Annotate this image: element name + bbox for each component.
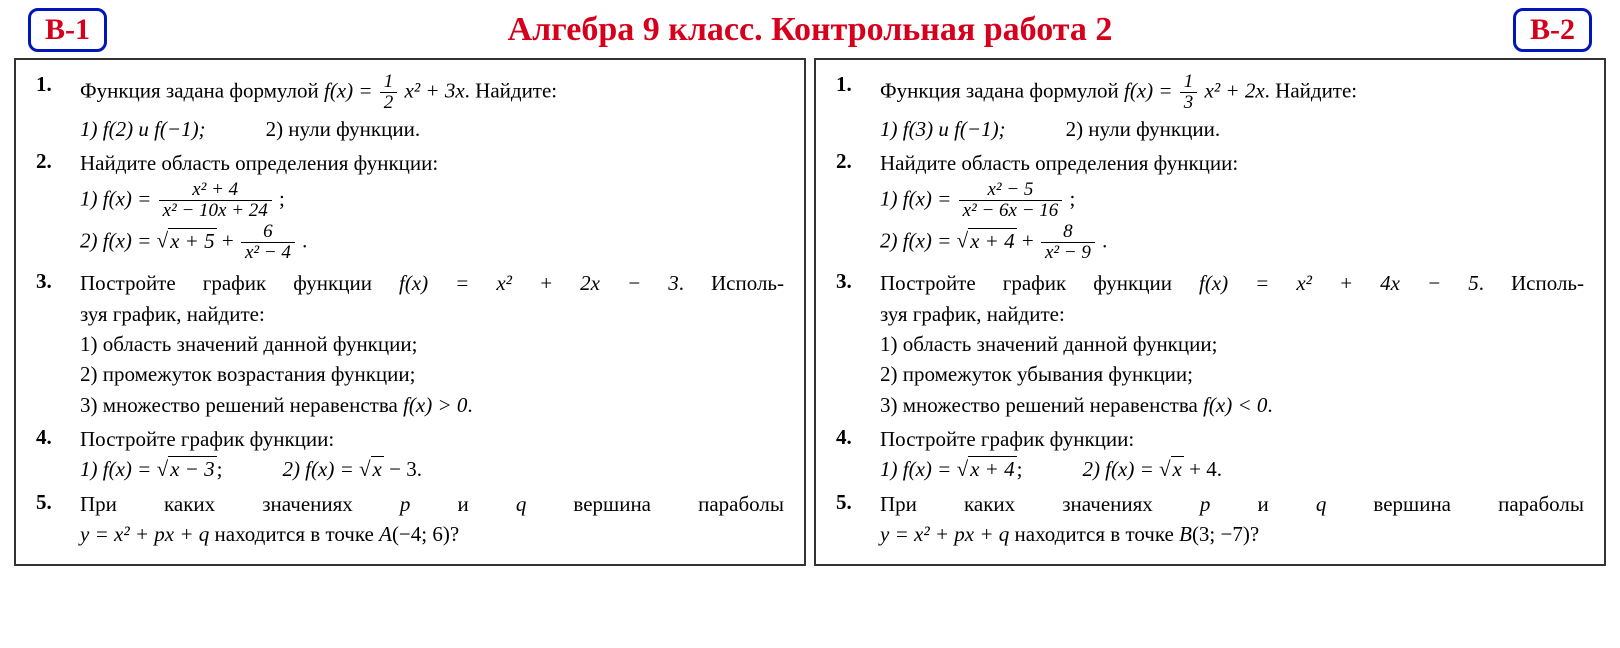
variant-badge-left: В-1 xyxy=(28,8,107,52)
plus: + xyxy=(1022,229,1039,253)
fraction: x² − 5 x² − 6x − 16 xyxy=(959,180,1063,221)
task-4: 4. Постройте график функции: 1) f(x) = √… xyxy=(36,423,784,486)
subtask-text: 1) f(2) и f(−1); xyxy=(80,115,206,143)
task-text: При каких значениях p и q вершина парабо… xyxy=(80,492,784,516)
formula: f(x) = xyxy=(324,78,378,102)
task-text: y = x² + px + q находится в точке B(3; −… xyxy=(880,522,1259,546)
fraction: 6 x² − 4 xyxy=(241,222,295,263)
punct: . xyxy=(302,229,307,253)
task-number: 2. xyxy=(36,147,80,265)
task-text: При каких значениях p и q вершина парабо… xyxy=(880,492,1584,516)
task-number: 4. xyxy=(836,423,880,486)
sqrt: √x + 5 xyxy=(157,228,217,253)
formula-part: x² + 2x xyxy=(1205,78,1265,102)
subtask-text: 1) область значений данной функции; xyxy=(80,330,784,358)
punct: . xyxy=(1102,229,1107,253)
task-text: Постройте график функции: xyxy=(80,425,784,453)
task-number: 5. xyxy=(36,488,80,551)
variant-badge-right: В-2 xyxy=(1513,8,1592,52)
task-number: 3. xyxy=(836,267,880,421)
subtask-text: 3) множество решений неравенства f(x) < … xyxy=(880,393,1273,417)
subtask-text: 2) f(x) = xyxy=(880,229,957,253)
fraction: 8 x² − 9 xyxy=(1041,222,1095,263)
variant-1-column: 1. Функция задана формулой f(x) = 1 2 x²… xyxy=(14,58,806,566)
task-5: 5. При каких значениях p и q вершина пар… xyxy=(36,488,784,551)
task-number: 1. xyxy=(36,70,80,145)
task-number: 2. xyxy=(836,147,880,265)
subtask-text: 2) f(x) = xyxy=(80,229,157,253)
subtask-text: 2) f(x) = √x + 4. xyxy=(1082,455,1222,483)
subtask-text: 2) нули функции. xyxy=(266,115,421,143)
subtask-text: 1) f(x) = xyxy=(880,186,957,210)
task-number: 1. xyxy=(836,70,880,145)
subtask-text: 2) промежуток убывания функции; xyxy=(880,360,1584,388)
task-1: 1. Функция задана формулой f(x) = 1 2 x²… xyxy=(36,70,784,145)
task-text: Постройте график функции: xyxy=(880,425,1584,453)
subtask-text: 3) множество решений неравенства f(x) > … xyxy=(80,393,473,417)
task-2: 2. Найдите область определения функции: … xyxy=(836,147,1584,265)
content-columns: 1. Функция задана формулой f(x) = 1 2 x²… xyxy=(0,58,1620,566)
fraction: 1 2 xyxy=(380,72,398,113)
task-text: Найдите область определения функции: xyxy=(80,149,784,177)
task-3: 3. Постройте график функции f(x) = x² + … xyxy=(836,267,1584,421)
task-number: 4. xyxy=(36,423,80,486)
sqrt: √x + 4 xyxy=(957,228,1017,253)
subtask-text: 1) область значений данной функции; xyxy=(880,330,1584,358)
fraction: x² + 4 x² − 10x + 24 xyxy=(159,180,272,221)
task-text: . Найдите: xyxy=(1265,78,1357,102)
task-text: Функция задана формулой xyxy=(880,78,1124,102)
subtask-text: 2) нули функции. xyxy=(1066,115,1221,143)
formula-part: x² + 3x xyxy=(405,78,465,102)
plus: + xyxy=(222,229,239,253)
fraction: 1 3 xyxy=(1180,72,1198,113)
variant-2-column: 1. Функция задана формулой f(x) = 1 3 x²… xyxy=(814,58,1606,566)
task-1: 1. Функция задана формулой f(x) = 1 3 x²… xyxy=(836,70,1584,145)
punct: ; xyxy=(1070,186,1076,210)
task-number: 3. xyxy=(36,267,80,421)
task-text: зуя график, найдите: xyxy=(80,300,784,328)
task-text: . Найдите: xyxy=(465,78,557,102)
task-4: 4. Постройте график функции: 1) f(x) = √… xyxy=(836,423,1584,486)
task-2: 2. Найдите область определения функции: … xyxy=(36,147,784,265)
task-text: Постройте график функции f(x) = x² + 4x … xyxy=(880,271,1584,295)
task-text: зуя график, найдите: xyxy=(880,300,1584,328)
subtask-text: 1) f(x) = √x − 3; xyxy=(80,455,222,483)
subtask-text: 1) f(x) = xyxy=(80,186,157,210)
task-text: Функция задана формулой xyxy=(80,78,324,102)
task-text: y = x² + px + q находится в точке A(−4; … xyxy=(80,522,459,546)
formula: f(x) = xyxy=(1124,78,1178,102)
subtask-text: 1) f(x) = √x + 4; xyxy=(880,455,1022,483)
task-text: Найдите область определения функции: xyxy=(880,149,1584,177)
task-number: 5. xyxy=(836,488,880,551)
task-text: Постройте график функции f(x) = x² + 2x … xyxy=(80,271,784,295)
subtask-text: 1) f(3) и f(−1); xyxy=(880,115,1006,143)
header: В-1 Алгебра 9 класс. Контрольная работа … xyxy=(0,0,1620,58)
subtask-text: 2) промежуток возрастания функции; xyxy=(80,360,784,388)
task-3: 3. Постройте график функции f(x) = x² + … xyxy=(36,267,784,421)
task-5: 5. При каких значениях p и q вершина пар… xyxy=(836,488,1584,551)
subtask-text: 2) f(x) = √x − 3. xyxy=(282,455,422,483)
punct: ; xyxy=(279,186,285,210)
page-title: Алгебра 9 класс. Контрольная работа 2 xyxy=(107,11,1513,49)
